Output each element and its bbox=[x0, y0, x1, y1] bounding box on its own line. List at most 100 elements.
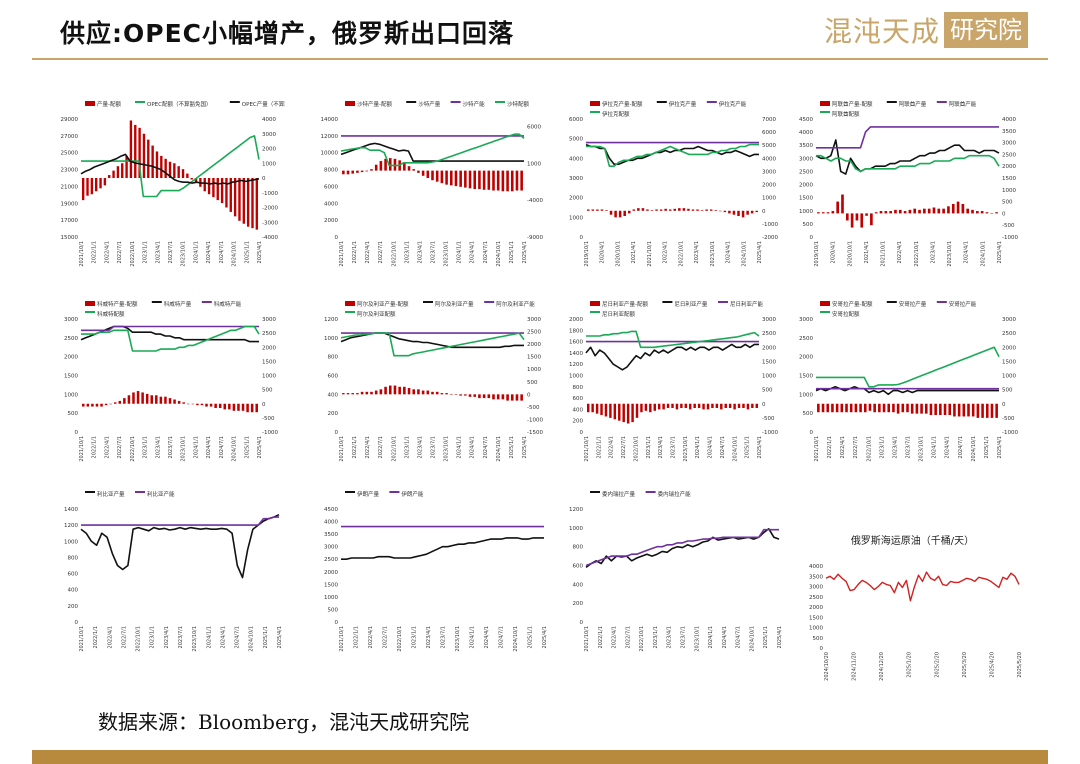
bar bbox=[196, 403, 199, 406]
bar bbox=[241, 403, 245, 411]
legend-label: 安哥拉产能 bbox=[949, 300, 977, 308]
y2-tick-label: 1500 bbox=[762, 359, 776, 365]
bar bbox=[719, 210, 722, 212]
bar bbox=[515, 170, 519, 191]
brand-logo: 混沌天成 研究院 bbox=[824, 10, 1028, 50]
legend-label: 尼日利亚产量 bbox=[674, 300, 708, 308]
x-tick-label: 2021/10/1 bbox=[339, 436, 345, 462]
x-tick-label: 2023/4/1 bbox=[426, 626, 432, 648]
y-tick-label: 2500 bbox=[799, 336, 813, 342]
legend-swatch bbox=[135, 491, 145, 493]
y2-tick-label: 0 bbox=[1002, 402, 1006, 408]
bar bbox=[132, 392, 135, 404]
bar bbox=[693, 403, 696, 408]
x-tick-label: 2024/10/1 bbox=[732, 436, 738, 462]
x-tick-label: 2020/4/1 bbox=[831, 241, 837, 263]
series-line bbox=[816, 154, 1000, 173]
bar bbox=[910, 403, 914, 414]
bar bbox=[134, 124, 137, 178]
y-tick-label: 0 bbox=[335, 430, 339, 436]
y2-tick-label: 4000 bbox=[1002, 117, 1016, 123]
x-tick-label: 2025/1/1 bbox=[745, 436, 751, 458]
bar bbox=[995, 212, 998, 214]
y-tick-label: 0 bbox=[75, 430, 79, 436]
bar bbox=[454, 394, 458, 395]
x-tick-label: 2022/4/1 bbox=[104, 241, 110, 263]
x-tick-label: 2023/4/1 bbox=[155, 436, 161, 458]
legend-swatch bbox=[423, 301, 433, 303]
bar bbox=[384, 386, 387, 395]
bar bbox=[967, 403, 970, 417]
chart-panel-11: 委内瑞拉产量 委内瑞拉产能 0 200 400 600 800 1000 1200 2021/10… bbox=[560, 485, 785, 674]
footer-bar bbox=[32, 750, 1048, 764]
bar bbox=[680, 403, 683, 408]
bar bbox=[346, 393, 350, 395]
bar bbox=[957, 403, 961, 417]
x-tick-label: 2023/7/1 bbox=[431, 436, 437, 458]
y-tick-label: 500 bbox=[328, 607, 339, 613]
y-tick-label: 2000 bbox=[324, 570, 338, 576]
chart-svg-11: 委内瑞拉产量 委内瑞拉产能 0 200 400 600 800 1000 1200 2021/10… bbox=[569, 490, 783, 652]
bar bbox=[506, 170, 509, 192]
bar bbox=[421, 170, 425, 176]
x-tick-label: 2022/1/1 bbox=[827, 436, 833, 458]
bar bbox=[817, 403, 820, 413]
bar bbox=[889, 211, 892, 214]
bar bbox=[908, 209, 912, 214]
bar bbox=[662, 403, 665, 410]
bar bbox=[595, 403, 599, 414]
legend-label: 伊拉克产量-配额 bbox=[602, 100, 643, 108]
bar bbox=[990, 213, 994, 214]
x-tick-label: 2022/1/1 bbox=[92, 241, 98, 263]
x-tick-label: 2021/10/1 bbox=[881, 241, 887, 267]
legend-swatch bbox=[590, 101, 600, 106]
y-tick-label: 1800 bbox=[569, 328, 583, 334]
legend-label: 阿尔及利亚产量 bbox=[435, 300, 474, 308]
x-tick-label: 2023/10/1 bbox=[444, 241, 450, 267]
bar bbox=[604, 403, 608, 417]
y-tick-label: 4000 bbox=[809, 564, 823, 570]
x-tick-label: 2022/10/1 bbox=[633, 436, 639, 462]
legend-label: 尼日利亚产量-配额 bbox=[602, 300, 648, 308]
x-tick-label: 2025/4/1 bbox=[257, 436, 263, 458]
bar bbox=[971, 209, 974, 214]
y2-tick-label: 0 bbox=[262, 402, 266, 408]
chart-panel-1: 产量-配额 OPEC配额（不算豁免国） OPEC产量（不算豁免国） 15000 1700… bbox=[55, 95, 307, 289]
bar bbox=[831, 211, 835, 214]
x-tick-label: 2023/10/1 bbox=[694, 626, 700, 652]
bar bbox=[927, 208, 931, 214]
x-tick-label: 2023/4/1 bbox=[930, 241, 936, 263]
x-tick-label: 2022/4/1 bbox=[840, 436, 846, 458]
y-tick-label: 2000 bbox=[569, 317, 583, 323]
bar bbox=[859, 403, 862, 413]
x-tick-label: 2024/4/1 bbox=[708, 436, 714, 458]
y2-tick-label: -2000 bbox=[262, 206, 278, 212]
bar bbox=[626, 403, 630, 424]
y-tick-label: 0 bbox=[580, 620, 584, 626]
x-tick-label: 2022/1/1 bbox=[92, 436, 98, 458]
bar bbox=[515, 394, 519, 401]
y-tick-label: 2500 bbox=[324, 557, 338, 563]
y-tick-label: 2000 bbox=[569, 196, 583, 202]
bar bbox=[868, 403, 872, 411]
bar bbox=[194, 178, 198, 183]
bar bbox=[613, 403, 617, 420]
y-tick-label: 1000 bbox=[809, 626, 823, 632]
y-tick-label: 1000 bbox=[569, 526, 583, 532]
bar bbox=[370, 391, 373, 395]
series-line bbox=[341, 537, 544, 560]
bar bbox=[817, 212, 820, 214]
y-tick-label: 1500 bbox=[64, 374, 78, 380]
bar bbox=[91, 403, 94, 407]
bar bbox=[841, 194, 844, 214]
x-tick-label: 2022/1/1 bbox=[93, 626, 99, 648]
bar bbox=[218, 403, 222, 408]
y2-tick-label: -500 bbox=[1002, 223, 1015, 229]
y-tick-label: 21000 bbox=[61, 184, 79, 190]
bar bbox=[220, 178, 224, 204]
bar bbox=[596, 209, 599, 211]
x-tick-label: 2023/10/1 bbox=[683, 436, 689, 462]
legend-swatch bbox=[345, 491, 355, 493]
x-tick-label: 2024/7/1 bbox=[483, 241, 489, 263]
x-tick-label: 2024/1/1 bbox=[457, 241, 463, 263]
